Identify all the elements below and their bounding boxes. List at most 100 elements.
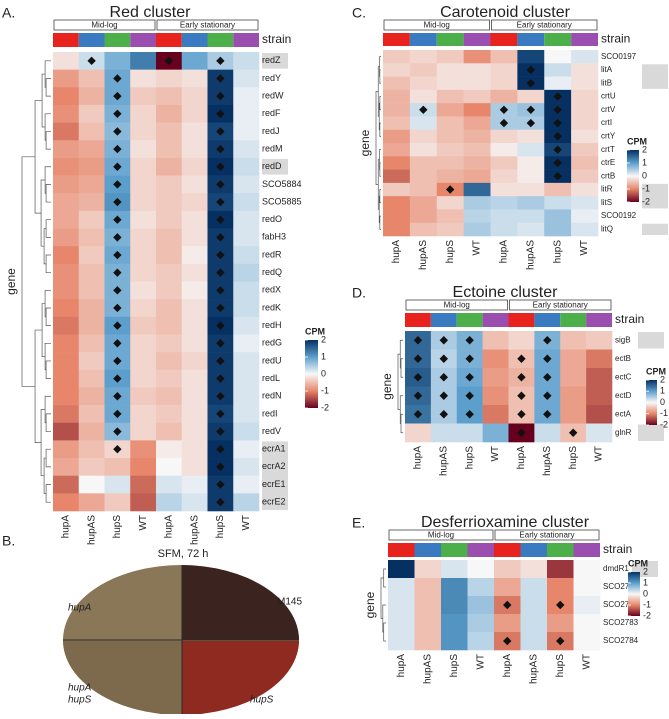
significance-marker bbox=[216, 197, 225, 207]
heatmap-cell bbox=[463, 169, 491, 184]
heatmap-cell bbox=[233, 246, 260, 265]
heatmap-cell bbox=[156, 175, 183, 194]
heatmap-cell bbox=[573, 596, 601, 615]
strain-cell bbox=[430, 313, 457, 327]
heatmap-cell bbox=[78, 175, 105, 194]
row-label: SCO2783 bbox=[603, 618, 639, 627]
row-label: litA bbox=[601, 65, 613, 74]
significance-marker bbox=[499, 118, 509, 128]
heatmap-cell bbox=[78, 352, 105, 371]
heatmap-cell bbox=[233, 405, 260, 424]
strain-cell bbox=[409, 33, 437, 46]
colorbar-title: CPM bbox=[646, 366, 666, 376]
heatmap-cell bbox=[181, 246, 208, 265]
strain-cell bbox=[520, 543, 547, 557]
heatmap-cell bbox=[517, 129, 545, 144]
row-label: ectA bbox=[615, 409, 632, 418]
heatmap-cell bbox=[544, 50, 572, 64]
heatmap-cell bbox=[571, 89, 599, 104]
heatmap-cell bbox=[181, 193, 208, 212]
heatmap-cell bbox=[414, 632, 442, 651]
colorbar-title: CPM bbox=[628, 558, 648, 568]
dendrogram bbox=[41, 73, 46, 128]
heatmap-cell bbox=[414, 578, 442, 597]
heatmap-cell bbox=[383, 50, 411, 64]
heatmap-cell bbox=[517, 89, 545, 104]
heatmap-cell bbox=[53, 281, 80, 300]
colorbar bbox=[305, 340, 318, 408]
heatmap-cell bbox=[53, 228, 80, 247]
significance-marker bbox=[113, 374, 122, 383]
significance-marker bbox=[113, 427, 122, 436]
significance-marker bbox=[113, 162, 122, 171]
heatmap-cell bbox=[490, 89, 518, 104]
strain-cell bbox=[53, 33, 79, 47]
heatmap-cell bbox=[53, 210, 80, 229]
significance-marker bbox=[113, 109, 122, 118]
colorbar-tick-label: 1 bbox=[660, 386, 665, 396]
heatmap-cell bbox=[78, 193, 105, 212]
heatmap-cell bbox=[181, 175, 208, 194]
heatmap-cell bbox=[233, 369, 260, 388]
heatmap-cell bbox=[409, 116, 438, 131]
heatmap-cell bbox=[156, 281, 183, 300]
heatmap-cell bbox=[409, 209, 438, 224]
heatmap-cell bbox=[463, 209, 491, 224]
row-label: crtI bbox=[601, 118, 612, 127]
heatmap-cell bbox=[130, 228, 157, 247]
heatmap-cell bbox=[53, 263, 80, 282]
colorbar-tick-label: 0 bbox=[642, 170, 647, 180]
column-label: hupS bbox=[112, 515, 123, 539]
dendrogram bbox=[44, 166, 51, 194]
heatmap-cell bbox=[53, 122, 80, 141]
column-label: hupA bbox=[396, 654, 407, 678]
significance-marker bbox=[553, 172, 562, 181]
significance-marker bbox=[113, 197, 122, 207]
heatmap-cell bbox=[181, 475, 208, 494]
colorbar-tick-label: -1 bbox=[642, 183, 650, 193]
row-label: SCO2785 bbox=[603, 600, 639, 609]
heatmap-cell bbox=[586, 423, 613, 443]
heatmap-cell bbox=[573, 632, 601, 651]
heatmap-cell bbox=[490, 182, 518, 197]
significance-marker bbox=[553, 92, 562, 101]
dendrogram bbox=[379, 96, 381, 111]
dendrogram bbox=[45, 78, 51, 97]
heatmap-cell bbox=[233, 440, 260, 459]
column-label: hupS bbox=[445, 240, 456, 264]
dendrogram bbox=[397, 353, 401, 410]
significance-marker bbox=[445, 185, 455, 194]
heatmap-cell bbox=[383, 222, 411, 237]
heatmap-cell bbox=[409, 50, 438, 64]
heatmap-cell bbox=[233, 87, 260, 106]
column-label: hupAS bbox=[525, 240, 536, 270]
heatmap-cell bbox=[78, 210, 105, 229]
row-label: redY bbox=[262, 73, 281, 83]
significance-marker bbox=[503, 636, 512, 646]
significance-marker bbox=[113, 180, 122, 189]
strain-cell bbox=[156, 33, 182, 47]
heatmap-cell bbox=[571, 63, 599, 77]
row-label: crtY bbox=[601, 131, 616, 140]
row-label: ecrE2 bbox=[262, 497, 286, 507]
row-label: crtB bbox=[601, 171, 615, 180]
heatmap-cell bbox=[78, 104, 105, 123]
group-label: Mid-log bbox=[91, 21, 117, 30]
photo-panel: B. SFM, 72 h hupA M145 hupA hupS hupS bbox=[2, 533, 302, 715]
significance-marker bbox=[526, 105, 536, 114]
row-label: fabH3 bbox=[262, 232, 286, 242]
colorbar bbox=[646, 380, 657, 425]
heatmap-cell bbox=[156, 157, 183, 176]
heatmap-cell bbox=[53, 493, 80, 512]
group-label: Mid-log bbox=[428, 531, 454, 540]
heatmap-cell bbox=[78, 140, 105, 159]
significance-marker bbox=[216, 339, 225, 348]
row-label: litQ bbox=[601, 224, 613, 233]
significance-marker bbox=[216, 392, 225, 401]
row-label: ecrA1 bbox=[262, 444, 286, 454]
heatmap-cell bbox=[441, 578, 468, 597]
heatmap-cell bbox=[130, 440, 157, 459]
heatmap-cell bbox=[130, 422, 157, 441]
heatmap-cell bbox=[571, 222, 599, 237]
heatmap-cell bbox=[53, 87, 80, 106]
